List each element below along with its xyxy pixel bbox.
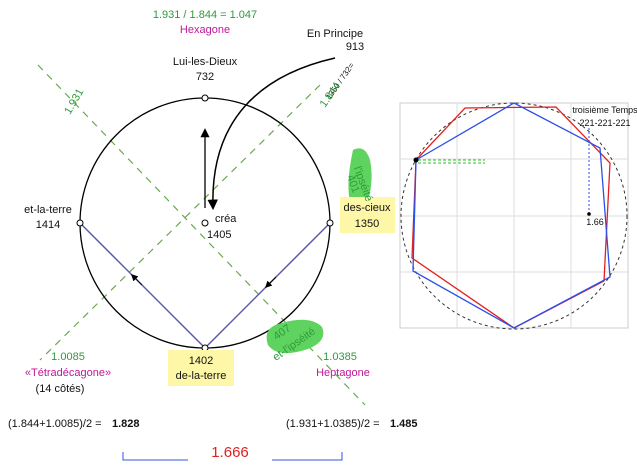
highlight-box [340, 197, 395, 233]
value: 1.931 [62, 87, 86, 117]
value: 1.0385 [323, 351, 357, 363]
number: 1405 [207, 229, 231, 241]
number: 732 [196, 71, 214, 83]
node [76, 219, 84, 227]
value: 1.844 [318, 80, 344, 109]
point [413, 157, 419, 163]
label: En Principe [307, 28, 363, 40]
arrow [131, 274, 143, 286]
arrow [265, 276, 277, 288]
number: 913 [346, 41, 364, 53]
number: 1402 [189, 355, 213, 367]
panel-value: 1.66 [586, 217, 604, 227]
highlight-blob [348, 148, 372, 210]
dashed-line [418, 159, 485, 164]
edge [79, 222, 206, 349]
panel-sequence: 221-221-221 [579, 118, 630, 128]
note: (14 côtés) [36, 383, 85, 395]
number: 1350 [355, 218, 379, 230]
label: et-la-terre [24, 204, 72, 216]
formula-result: 1.828 [112, 418, 140, 430]
point [587, 212, 591, 216]
formula-result: 1.485 [390, 418, 418, 430]
node [326, 219, 334, 227]
value: 1.0085 [51, 351, 85, 363]
diagonal [39, 84, 321, 361]
node [201, 219, 209, 227]
label: des-cieux [343, 202, 391, 214]
label: créa [215, 213, 237, 225]
formula: (1.931+1.0385)/2 = [286, 418, 380, 430]
diagonal [37, 64, 366, 406]
grid [400, 103, 628, 328]
heptagon [411, 106, 611, 329]
shape-name: «Tétradécagone» [25, 367, 111, 379]
node [201, 94, 209, 102]
highlight-blob [266, 319, 324, 354]
shape-name: Hexagone [180, 24, 230, 36]
bracket [122, 452, 188, 461]
hexagon [412, 102, 611, 329]
panel-title: troisième Temps [572, 105, 637, 115]
panel: troisième Temps 221-221-221 1.66 [399, 102, 637, 330]
highlight-box [168, 350, 234, 386]
label: Lui-les-Dieux [173, 56, 238, 68]
main-figure [37, 57, 395, 406]
curved-arrow [207, 57, 336, 211]
formula: (1.844+1.0085)/2 = [8, 418, 102, 430]
label: de-la-terre [176, 370, 227, 382]
bracket [272, 452, 343, 461]
ratio: 1.931 / 1.844 = 1.047 [153, 9, 257, 21]
circle [400, 102, 628, 330]
shape-name: Heptagone [316, 367, 370, 379]
number: 1414 [36, 219, 60, 231]
number: 401 [344, 173, 362, 194]
average: 1.666 [211, 444, 249, 461]
